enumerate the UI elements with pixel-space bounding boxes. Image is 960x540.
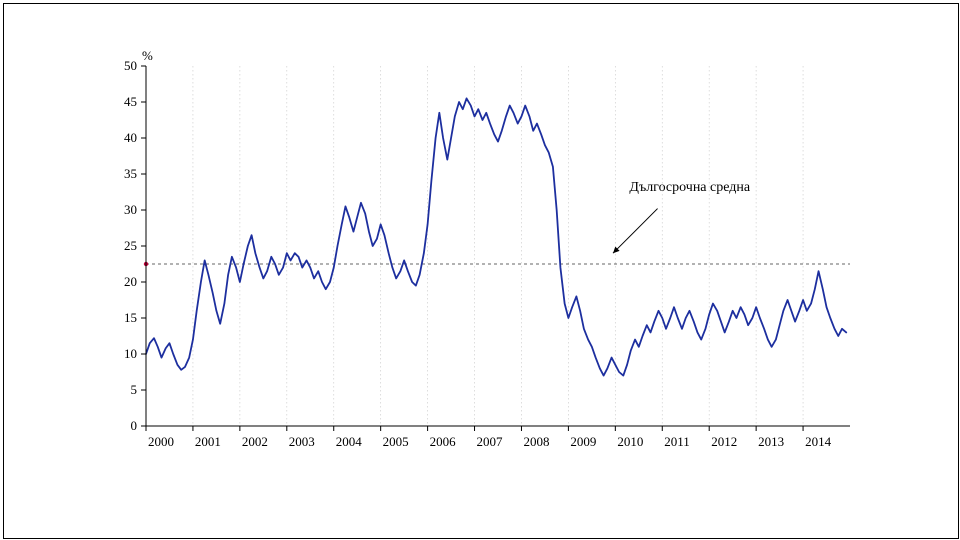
svg-text:2006: 2006 [430,434,457,449]
line-chart: % 0 5 10 15 20 25 30 35 40 45 50 2000 2001 2002 2003 20… [90,48,870,478]
reference-line-label: Дългосрочна средна [629,180,750,196]
svg-text:25: 25 [124,238,137,253]
svg-text:40: 40 [124,130,137,145]
svg-text:2005: 2005 [383,434,409,449]
chart-svg: 0 5 10 15 20 25 30 35 40 45 50 2000 2001 2002 2003 2004… [90,48,870,478]
svg-text:30: 30 [124,202,137,217]
svg-text:15: 15 [124,310,137,325]
svg-text:2004: 2004 [336,434,363,449]
svg-text:2001: 2001 [195,434,221,449]
svg-text:0: 0 [131,418,138,433]
svg-text:35: 35 [124,166,137,181]
svg-text:10: 10 [124,346,137,361]
svg-text:2007: 2007 [477,434,504,449]
svg-text:2000: 2000 [148,434,174,449]
svg-text:5: 5 [131,382,138,397]
svg-text:2013: 2013 [758,434,784,449]
svg-text:2010: 2010 [617,434,643,449]
svg-text:2014: 2014 [805,434,832,449]
svg-text:2012: 2012 [711,434,737,449]
svg-text:2002: 2002 [242,434,268,449]
svg-text:20: 20 [124,274,137,289]
svg-text:2003: 2003 [289,434,315,449]
svg-text:2011: 2011 [664,434,690,449]
y-axis-unit: % [142,48,153,64]
svg-text:2009: 2009 [570,434,596,449]
svg-text:2008: 2008 [523,434,549,449]
svg-text:45: 45 [124,94,137,109]
svg-text:50: 50 [124,58,137,73]
